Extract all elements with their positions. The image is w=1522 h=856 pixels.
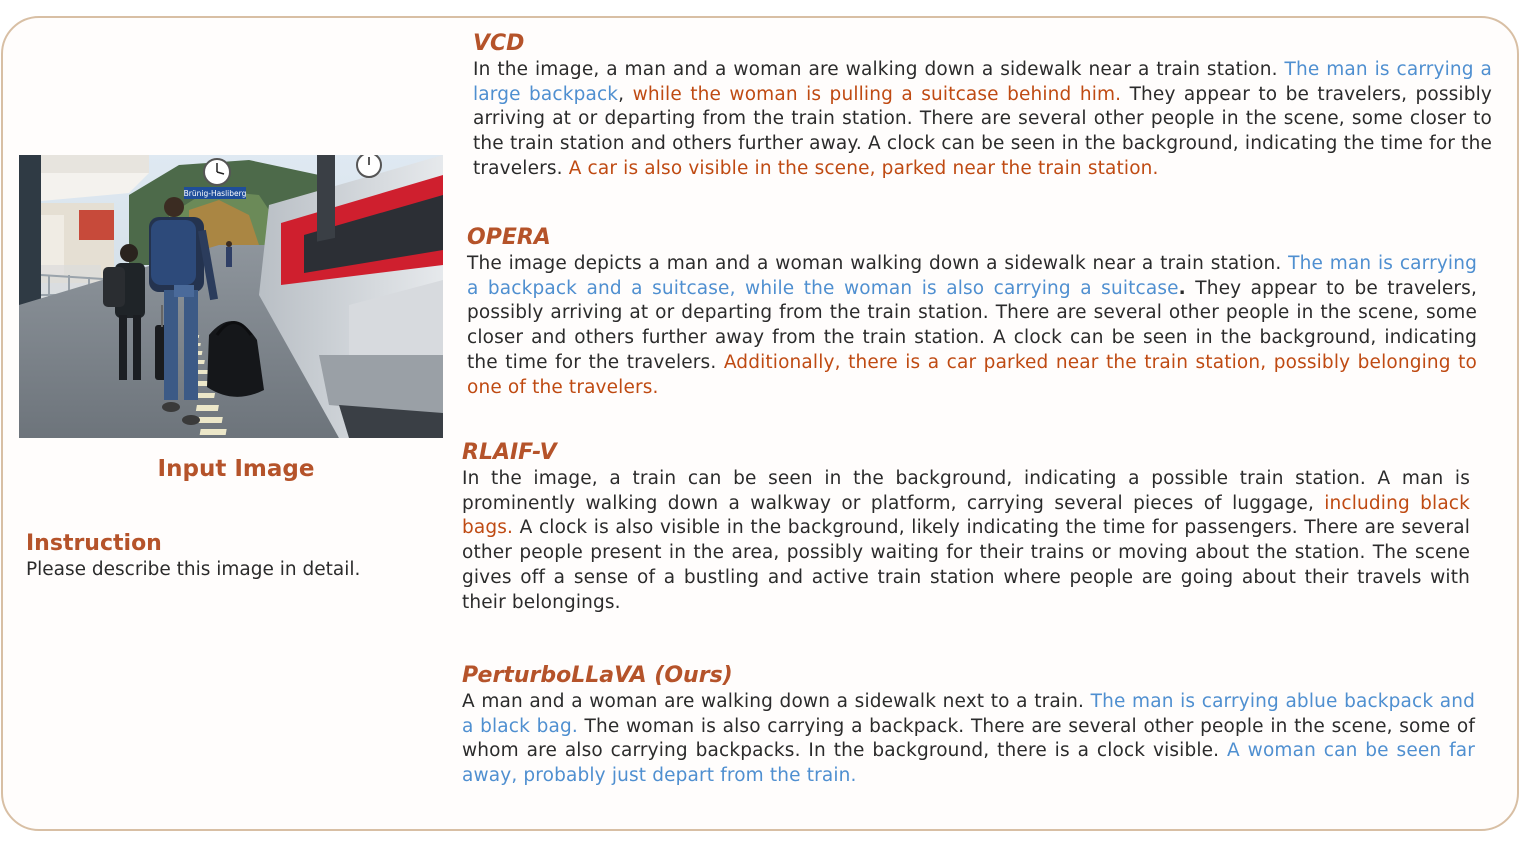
model-title: VCD <box>473 31 525 56</box>
model-output-perturbollava: PerturboLLaVA (Ours) A man and a woman a… <box>462 662 1475 789</box>
model-output-rlaif-v: RLAIF-V In the image, a train can be see… <box>462 439 1470 615</box>
response-text: The image depicts a man and a woman walk… <box>467 253 1289 274</box>
model-output-vcd: VCD In the image, a man and a woman are … <box>473 30 1492 182</box>
input-image-label: Input Image <box>157 456 315 482</box>
correct-detail-highlight: A woman can be seen far away, probably j… <box>462 740 1475 787</box>
instruction-title: Instruction <box>26 531 162 556</box>
hallucination-highlight: including black bags. <box>462 492 1470 539</box>
model-title: OPERA <box>467 225 551 250</box>
hallucination-highlight: Additionally, there is a car parked near… <box>467 351 1477 398</box>
model-response: In the image, a man and a woman are walk… <box>473 58 1492 182</box>
response-text: A man and a woman are walking down a sid… <box>462 691 1091 712</box>
model-title: RLAIF-V <box>462 440 557 465</box>
response-text: In the image, a train can be seen in the… <box>462 468 1470 514</box>
model-response: In the image, a train can be seen in the… <box>462 467 1470 615</box>
response-text: A clock is also visible in the backgroun… <box>462 517 1470 613</box>
response-text: In the image, a man and a woman are walk… <box>473 59 1285 80</box>
input-image: Brünig-Hasliberg <box>19 155 443 438</box>
response-text: The woman is also carrying a backpack. T… <box>462 715 1475 762</box>
hallucination-highlight: while the woman is pulling a suitcase be… <box>632 83 1122 105</box>
station-sign-text: Brünig-Hasliberg <box>184 189 247 198</box>
response-text: They appear to be travelers, possibly ar… <box>467 277 1477 373</box>
correct-detail-highlight: The man is carrying ablue backpack and a… <box>462 691 1476 737</box>
response-text: , <box>618 83 633 105</box>
model-response: The image depicts a man and a woman walk… <box>467 252 1477 400</box>
model-output-opera: OPERA The image depicts a man and a woma… <box>467 224 1477 400</box>
correct-detail-highlight: The man is carrying a backpack and a sui… <box>467 253 1477 299</box>
model-title: PerturboLLaVA (Ours) <box>462 663 733 688</box>
response-text: . <box>1178 277 1186 299</box>
instruction-text: Please describe this image in detail. <box>26 559 361 580</box>
response-text: They appear to be travelers, possibly ar… <box>473 83 1492 179</box>
model-response: A man and a woman are walking down a sid… <box>462 690 1475 789</box>
correct-detail-highlight: The man is carrying a large backpack <box>473 59 1492 105</box>
hallucination-highlight: A car is also visible in the scene, park… <box>568 157 1159 179</box>
